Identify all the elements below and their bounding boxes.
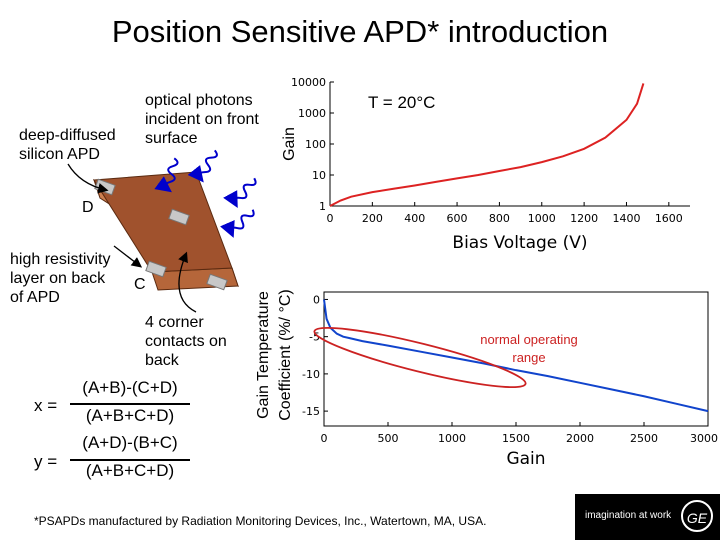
gain-curve	[329, 83, 645, 207]
y-axis-title: Gain	[281, 127, 298, 161]
y-formula-numerator: (A+D)-(B+C)	[82, 433, 178, 452]
high-resistivity-label: high resistivity layer on back of APD	[10, 250, 110, 307]
optical-photons-line-3: surface	[145, 130, 198, 147]
x-axis-title: Gain	[506, 449, 545, 469]
corner-contacts-line-2: contacts on	[145, 333, 227, 350]
photon-arrow-4	[219, 209, 255, 238]
x-tick-label: 600	[447, 212, 468, 225]
x-tick-label: 400	[404, 212, 425, 225]
deep-diffused-line-2: silicon APD	[19, 146, 100, 163]
y-tick-label: 1	[319, 200, 326, 213]
y-tick-label: -5	[309, 331, 320, 344]
photon-arrow-2	[187, 149, 218, 183]
contact-d-label: D	[82, 199, 94, 216]
photon-arrow-1	[154, 157, 179, 193]
x-tick-label: 1000	[438, 432, 466, 445]
footnote: *PSAPDs manufactured by Radiation Monito…	[34, 514, 487, 528]
contact-c-label: C	[134, 276, 146, 293]
x-tick-label: 0	[321, 432, 328, 445]
optical-photons-line-1: optical photons	[145, 92, 253, 109]
temperature-annotation: T = 20°C	[368, 93, 435, 112]
y-tick-label: 1000	[298, 107, 326, 120]
y-formula-label: y =	[34, 452, 58, 471]
slide-title: Position Sensitive APD* introduction	[111, 14, 609, 49]
y-fraction-bar	[70, 459, 190, 461]
x-tick-label: 1400	[612, 212, 640, 225]
x-tick-label: 200	[362, 212, 383, 225]
high-resistivity-line-3: of APD	[10, 289, 60, 306]
operating-range-label-line-2: range	[512, 350, 545, 365]
x-tick-label: 2500	[630, 432, 658, 445]
optical-photons-label: optical photons incident on front surfac…	[145, 91, 259, 148]
corner-contact-c	[145, 260, 167, 278]
corner-contacts-line-3: back	[145, 352, 179, 369]
deep-diffused-label: deep-diffused silicon APD	[19, 126, 116, 164]
y-tick-label: 0	[313, 293, 320, 306]
high-resistivity-arrow	[113, 245, 143, 268]
x-tick-label: 3000	[690, 432, 718, 445]
y-tick-label: 10	[312, 169, 326, 182]
x-tick-label: 0	[327, 212, 334, 225]
x-tick-label: 500	[378, 432, 399, 445]
x-tick-label: 800	[489, 212, 510, 225]
x-formula-denominator: (A+B+C+D)	[85, 406, 175, 425]
x-axis-title: Bias Voltage (V)	[452, 233, 587, 253]
corner-contacts-arrow	[178, 251, 197, 313]
operating-range-label-line-1: normal operating	[480, 332, 578, 347]
corner-contact-a	[168, 208, 190, 226]
ge-logo-banner: imagination at work GE	[575, 494, 720, 540]
high-resistivity-line-2: layer on back	[10, 270, 106, 287]
y-tick-label: 100	[305, 138, 326, 151]
x-tick-label: 1600	[655, 212, 683, 225]
high-resistivity-line-1: high resistivity	[10, 251, 111, 268]
logo-tagline: imagination at work	[585, 510, 672, 521]
corner-contact-b	[206, 273, 228, 291]
operating-range-ellipse	[313, 326, 527, 389]
y-axis-title-line-2: Coefficient (%/ °C)	[277, 289, 294, 420]
optical-photons-line-2: incident on front	[145, 111, 259, 128]
y-tick-label: -10	[302, 368, 320, 381]
x-tick-label: 1500	[502, 432, 530, 445]
corner-contacts-label: 4 corner contacts on back	[145, 313, 227, 370]
x-fraction-bar	[70, 403, 190, 405]
photon-arrow-3	[223, 177, 257, 208]
x-tick-label: 1200	[570, 212, 598, 225]
deep-diffused-arrow	[67, 163, 109, 194]
corner-contacts-line-1: 4 corner	[145, 314, 204, 331]
x-formula-label: x =	[34, 396, 58, 415]
device-face	[93, 171, 233, 273]
y-tick-label: -15	[302, 405, 320, 418]
y-axis-title-line-1: Gain Temperature	[255, 291, 272, 419]
y-formula-denominator: (A+B+C+D)	[85, 461, 175, 480]
temp-coefficient-curve	[323, 299, 709, 413]
x-tick-label: 2000	[566, 432, 594, 445]
x-tick-label: 1000	[528, 212, 556, 225]
ge-logo-icon: GE	[681, 500, 713, 532]
y-tick-label: 10000	[291, 76, 326, 89]
deep-diffused-line-1: deep-diffused	[19, 127, 116, 144]
x-formula-numerator: (A+B)-(C+D)	[82, 378, 178, 397]
